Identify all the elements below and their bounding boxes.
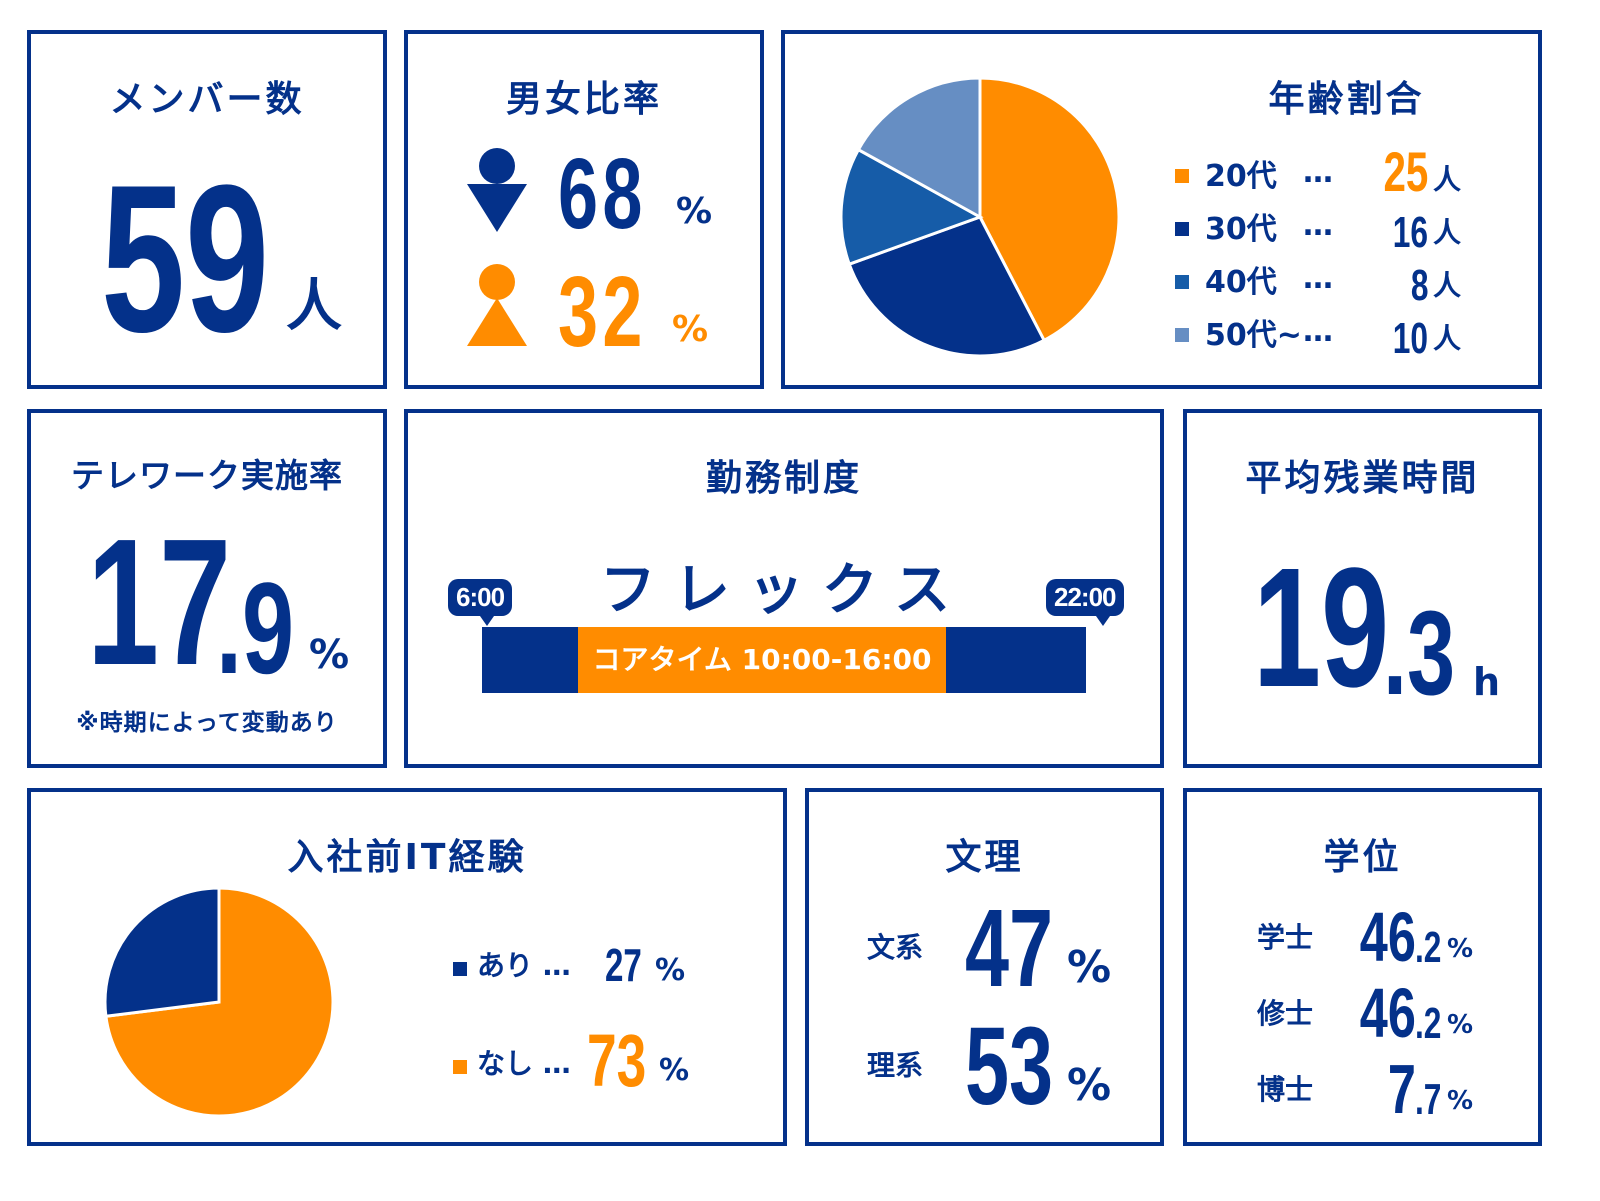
female-unit: % xyxy=(672,309,709,350)
it-yes-value: 27 xyxy=(605,939,642,991)
age-unit: 人 xyxy=(1433,269,1462,302)
pie-slice-20代 xyxy=(978,76,1121,343)
legend-swatch xyxy=(1175,328,1189,342)
end-time-tag: 22:00 xyxy=(1046,579,1124,626)
start-time-tag: 6:00 xyxy=(448,579,513,626)
overtime-unit: h xyxy=(1473,660,1501,704)
age-value: 25 xyxy=(1383,140,1428,203)
major-card: 文理 文系 47 % 理系 53 % xyxy=(805,788,1164,1146)
degree-dec: .2 xyxy=(1415,999,1442,1048)
degree-unit: % xyxy=(1447,934,1474,964)
science-value: 53 xyxy=(965,1005,1054,1128)
degree-unit: % xyxy=(1447,1086,1474,1116)
telework-dec: .9 xyxy=(216,555,295,701)
degree-label: 博士 xyxy=(1257,1073,1314,1106)
telework-int: 17 xyxy=(87,502,232,703)
degree-int: 46 xyxy=(1359,974,1416,1052)
degree-title: 学位 xyxy=(1323,837,1402,878)
members-card: メンバー数 59 人 xyxy=(27,30,387,389)
degree-label: 修士 xyxy=(1257,997,1314,1030)
degree-dec: .7 xyxy=(1415,1075,1442,1124)
science-unit: % xyxy=(1067,1060,1112,1111)
pie-slice-あり xyxy=(103,886,221,1018)
age-dots: … xyxy=(1303,314,1333,349)
it-no-unit: % xyxy=(659,1053,690,1088)
pie-slice-50代~ xyxy=(856,76,982,220)
telework-title: テレワーク実施率 xyxy=(71,456,343,495)
legend-swatch xyxy=(453,1060,467,1074)
age-unit: 人 xyxy=(1433,322,1462,355)
pie-slice-40代 xyxy=(839,147,984,267)
degree-dec: .2 xyxy=(1415,923,1442,972)
humanities-label: 文系 xyxy=(867,931,924,964)
age-unit: 人 xyxy=(1433,216,1462,249)
it-no-value: 73 xyxy=(587,1019,647,1102)
work-title: 勤務制度 xyxy=(705,458,862,499)
overtime-int: 19 xyxy=(1253,533,1390,723)
pie-slice-30代 xyxy=(847,215,1047,358)
age-title: 年齢割合 xyxy=(1268,79,1425,120)
degree-label: 学士 xyxy=(1257,921,1314,954)
members-unit: 人 xyxy=(286,274,342,339)
it-no-label: なし … xyxy=(477,1047,571,1080)
humanities-unit: % xyxy=(1067,942,1112,993)
age-label: 30代 xyxy=(1205,212,1277,247)
legend-swatch xyxy=(453,962,467,976)
female-person-icon xyxy=(467,264,527,346)
overtime-title: 平均残業時間 xyxy=(1245,458,1480,499)
age-value: 16 xyxy=(1392,208,1428,257)
degree-int: 7 xyxy=(1387,1050,1416,1128)
age-unit: 人 xyxy=(1433,163,1462,196)
it-yes-unit: % xyxy=(655,953,686,988)
legend-swatch xyxy=(1175,222,1189,236)
degree-int: 46 xyxy=(1359,898,1416,976)
it-yes-label: あり … xyxy=(477,949,571,982)
it-title: 入社前IT経験 xyxy=(287,837,527,878)
work-card: 勤務制度 フレックス 6:00 22:00 コアタイム 10:00-16:00 xyxy=(404,409,1164,768)
work-system: フレックス xyxy=(599,558,969,623)
legend-swatch xyxy=(1175,275,1189,289)
male-value: 68 xyxy=(558,138,647,250)
age-label: 20代 xyxy=(1205,159,1277,194)
age-value: 10 xyxy=(1392,314,1428,363)
gender-card: 男女比率 68 % 32 % xyxy=(404,30,764,389)
overtime-dec: .3 xyxy=(1383,586,1456,720)
core-time-label: コアタイム 10:00-16:00 xyxy=(592,643,932,676)
gender-title: 男女比率 xyxy=(505,79,662,120)
age-dots: … xyxy=(1303,208,1333,243)
age-pie-chart xyxy=(839,76,1121,358)
male-person-icon xyxy=(467,148,527,232)
age-dots: … xyxy=(1303,261,1333,296)
members-value: 59 xyxy=(101,141,270,376)
telework-note: ※時期によって変動あり xyxy=(76,710,338,736)
core-time-bar: コアタイム 10:00-16:00 xyxy=(578,627,946,693)
science-label: 理系 xyxy=(867,1049,924,1082)
legend-swatch xyxy=(1175,169,1189,183)
female-value: 32 xyxy=(558,256,647,368)
age-value: 8 xyxy=(1410,261,1428,310)
telework-card: テレワーク実施率 17 .9 % ※時期によって変動あり xyxy=(27,409,387,768)
humanities-value: 47 xyxy=(965,887,1054,1010)
age-dots: … xyxy=(1303,155,1333,190)
age-label: 40代 xyxy=(1205,265,1277,300)
degree-card: 学位 学士 46 .2 % 修士 46 .2 % 博士 7 .7 % xyxy=(1183,788,1542,1146)
it-pie-chart xyxy=(103,886,335,1118)
it-card: 入社前IT経験 あり … 27 % なし … 73 % xyxy=(27,788,787,1146)
telework-unit: % xyxy=(309,632,350,678)
major-title: 文理 xyxy=(945,837,1024,878)
degree-unit: % xyxy=(1447,1010,1474,1040)
male-unit: % xyxy=(676,191,713,232)
age-card: 年齢割合 20代 … 25 人 30代 … 16 人 40代 … 8 人 xyxy=(781,30,1542,389)
age-label: 50代~ xyxy=(1205,318,1302,353)
overtime-card: 平均残業時間 19 .3 h xyxy=(1183,409,1542,768)
members-title: メンバー数 xyxy=(109,79,305,120)
